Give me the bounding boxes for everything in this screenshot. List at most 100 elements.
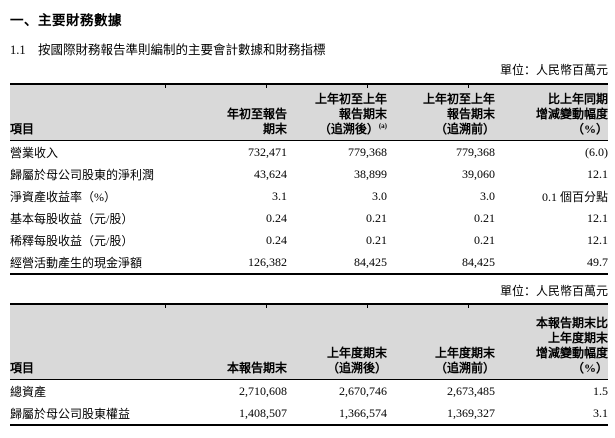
row-label: 營業收入 [10,145,59,160]
cell-value: 0.21 [474,210,495,225]
cell-value: 779,368 [348,144,387,159]
header-line: （追溯前） [434,361,495,375]
cell-value: 84,425 [287,251,387,275]
footnote-marker: (a) [378,122,387,130]
column-divider-tick [468,85,469,88]
cell-value: 732,471 [248,144,287,159]
cell-value: 3.1 [495,402,608,426]
header-line: 報告期末 [446,107,495,121]
column-divider-tick [367,305,368,308]
col-header-current-period: 年初至報告 期末 [165,83,287,141]
col-header-prior-yearend-original: 上年度期末 （追溯前） [387,303,495,380]
col-header-item: 項目 [10,83,165,141]
section-heading: 1.1 按國際財務報告準則編制的主要會計數據和財務指標 [10,39,326,58]
table-row: 歸屬於母公司股東的淨利潤 43,624 38,899 39,060 12.1 [10,163,608,185]
header-line: （追溯後） [326,361,387,375]
header-line: 上年初至上年 [314,92,387,106]
row-label: 歸屬於母公司股東權益 [10,402,165,426]
cell-value: 12.1 [587,166,608,181]
section-number: 1.1 [10,43,26,57]
unit-label-bottom: 單位：人民幣百萬元 [499,284,608,298]
table-header-row: 項目 年初至報告 期末 上年初至上年 報告期末 （追溯後）(a) 上年初至上年 … [10,83,608,141]
cell-value: 1,366,574 [287,402,387,426]
col-header-prior-restated: 上年初至上年 報告期末 （追溯後）(a) [287,83,387,141]
header-line: （追溯後）(a) [287,122,387,137]
cell-value: 2,710,608 [239,383,287,398]
table-row: 歸屬於母公司股東權益 1,408,507 1,366,574 1,369,327… [10,402,608,426]
page-title: 一、主要財務數據 [10,13,122,28]
cell-value: 12.1 [587,210,608,225]
table-row: 總資產 2,710,608 2,670,746 2,673,485 1.5 [10,380,608,403]
row-label: 淨資產收益率（%） [10,189,116,204]
column-divider-tick [367,85,368,88]
column-divider-tick [468,305,469,308]
col-header-item: 項目 [10,303,165,380]
table-balance-metrics: 項目 本報告期末 上年度期末 （追溯後） 上年度期末 （追溯前） 本報告期末比 … [10,303,608,426]
header-line: 增減變動幅度 [535,346,608,360]
unit-label-top: 單位：人民幣百萬元 [499,63,608,77]
table-row: 淨資產收益率（%） 3.1 3.0 3.0 0.1 個百分點 [10,185,608,207]
table-header-row: 項目 本報告期末 上年度期末 （追溯後） 上年度期末 （追溯前） 本報告期末比 … [10,303,608,380]
cell-value: 0.1 個百分點 [541,189,608,204]
cell-value: 2,673,485 [447,383,495,398]
col-header-prior-original: 上年初至上年 報告期末 （追溯前） [387,83,495,141]
cell-value: 779,368 [456,144,495,159]
cell-value: 0.21 [474,232,495,247]
financial-table-balance: 項目 本報告期末 上年度期末 （追溯後） 上年度期末 （追溯前） 本報告期末比 … [10,303,608,426]
header-line: 上年度期末 [434,346,495,360]
cell-value: 49.7 [495,251,608,275]
cell-value: 3.0 [372,188,387,203]
row-label: 經營活動產生的現金淨額 [10,251,165,275]
header-line: （%） [571,122,608,136]
col-header-change-pct: 本報告期末比 上年度期末 增減變動幅度 （%） [495,303,608,380]
header-line: 上年初至上年 [422,92,495,106]
cell-value: 0.24 [266,232,287,247]
column-divider-tick [266,305,267,308]
column-divider-tick [165,305,166,308]
row-label: 稀釋每股收益（元/股） [10,233,134,248]
cell-value: 1,369,327 [387,402,495,426]
header-line: 上年度期末 [326,346,387,360]
row-label: 歸屬於母公司股東的淨利潤 [10,167,155,182]
cell-value: 1.5 [593,383,608,398]
financial-table-period: 項目 年初至報告 期末 上年初至上年 報告期末 （追溯後）(a) 上年初至上年 … [10,83,608,275]
header-text: （追溯後） [318,122,379,136]
header-line: 本報告期末 [226,361,287,375]
row-label: 基本每股收益（元/股） [10,211,134,226]
cell-value: 38,899 [354,166,387,181]
cell-value: (6.0) [585,144,608,159]
table-row: 經營活動產生的現金淨額 126,382 84,425 84,425 49.7 [10,251,608,275]
cell-value: 2,670,746 [339,383,387,398]
cell-value: 126,382 [165,251,287,275]
col-header-current-period-end: 本報告期末 [165,303,287,380]
table-row: 稀釋每股收益（元/股） 0.24 0.21 0.21 12.1 [10,229,608,251]
table-income-metrics: 項目 年初至報告 期末 上年初至上年 報告期末 （追溯後）(a) 上年初至上年 … [10,83,608,275]
table-row: 營業收入 732,471 779,368 779,368 (6.0) [10,141,608,164]
cell-value: 84,425 [387,251,495,275]
column-divider-tick [165,85,166,88]
cell-value: 1,408,507 [165,402,287,426]
header-line: 比上年同期 [547,92,608,106]
cell-value: 39,060 [462,166,495,181]
col-header-prior-yearend-restated: 上年度期末 （追溯後） [287,303,387,380]
column-divider-tick [266,85,267,88]
cell-value: 0.24 [266,210,287,225]
section-title: 按國際財務報告準則編制的主要會計數據和財務指標 [38,43,326,57]
header-line: （追溯前） [434,122,495,136]
header-line: 年初至報告 [226,107,287,121]
cell-value: 3.1 [272,188,287,203]
cell-value: 0.21 [366,210,387,225]
header-line: 報告期末 [338,107,387,121]
row-label: 總資產 [10,384,47,399]
header-line: 本報告期末比 [535,316,608,330]
header-line: 期末 [262,122,287,136]
header-line: 增減變動幅度 [535,107,608,121]
header-line: （%） [571,361,608,375]
table-row: 基本每股收益（元/股） 0.24 0.21 0.21 12.1 [10,207,608,229]
cell-value: 12.1 [587,232,608,247]
cell-value: 0.21 [366,232,387,247]
header-line: 上年度期末 [547,331,608,345]
col-header-change-pct: 比上年同期 增減變動幅度 （%） [495,83,608,141]
cell-value: 3.0 [480,188,495,203]
cell-value: 43,624 [254,166,287,181]
